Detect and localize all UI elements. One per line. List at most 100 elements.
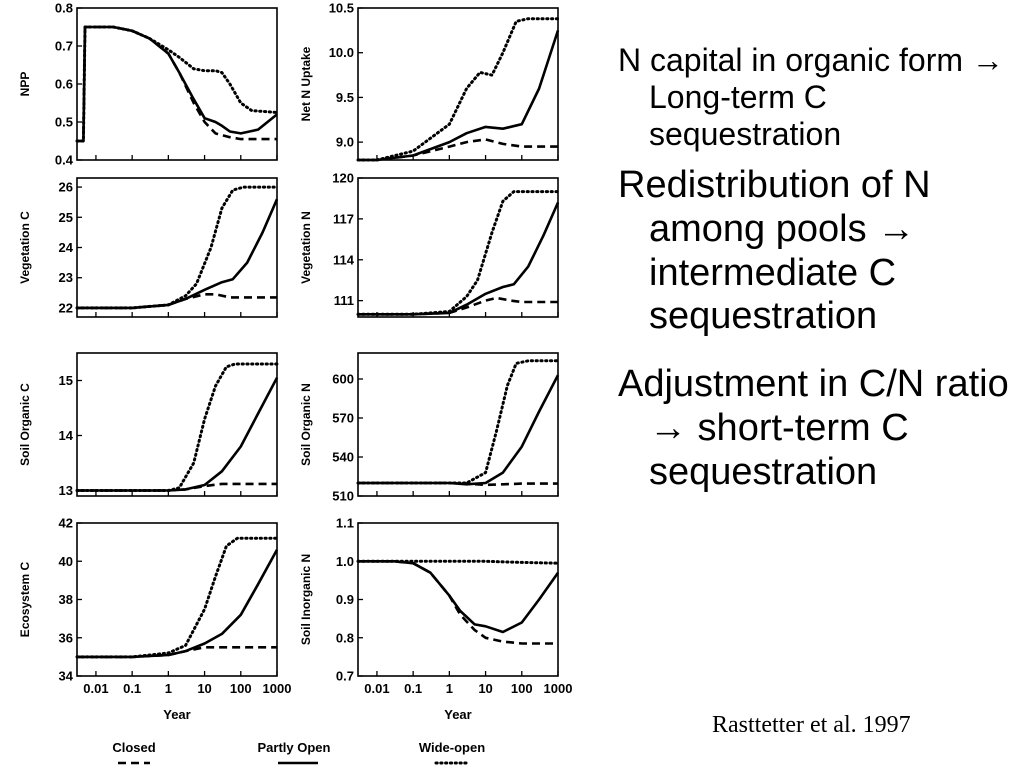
y-axis-label: Soil Organic C — [18, 383, 32, 466]
plot-frame — [76, 7, 278, 161]
y-tick-label: 0.8 — [55, 1, 73, 16]
series-line-dashed — [77, 25, 277, 143]
y-tick-label: 0.9 — [336, 592, 354, 607]
series-line-solid — [77, 25, 278, 143]
series-line-dotted — [75, 25, 279, 143]
y-tick-label: 0.5 — [55, 115, 73, 130]
y-tick-label: 22 — [59, 300, 73, 315]
series-line-dotted — [75, 536, 279, 659]
series-line-dotted — [356, 17, 560, 162]
x-tick-label: 10 — [197, 681, 211, 696]
y-tick-label: 111 — [334, 293, 354, 308]
arrow-icon: → — [649, 406, 687, 449]
x-tick-label: 0.01 — [83, 681, 108, 696]
y-tick-label: 24 — [59, 240, 74, 255]
legend-label: Wide-open — [419, 740, 485, 755]
series-line-solid — [358, 374, 560, 486]
y-tick-label: 9.0 — [336, 135, 354, 150]
y-tick-label: 15 — [59, 373, 73, 388]
series-line-dotted — [356, 559, 560, 565]
arrow-icon: → — [877, 208, 916, 251]
y-tick-label: 117 — [333, 211, 354, 226]
y-axis-label: Soil Inorganic N — [299, 554, 313, 645]
y-tick-label: 25 — [59, 210, 73, 225]
bullet-redistribution: Redistribution of N among pools → interm… — [618, 164, 1013, 339]
arrow-icon: → — [971, 42, 1004, 78]
panel-net-n-uptake: 9.0 9.5 10.0 10.5 Net N Uptake — [299, 1, 560, 162]
y-tick-label: 120 — [332, 171, 354, 186]
y-axis-label: Ecosystem C — [18, 561, 32, 637]
bullet-adjustment: Adjustment in C/N ratio → short-term C s… — [618, 363, 1013, 494]
plot-frame — [357, 7, 559, 161]
plot-frame — [357, 522, 559, 677]
plot-frame — [357, 177, 559, 318]
panel-vegetation-c: 22 23 24 25 26 Vegetation C — [18, 177, 279, 318]
y-tick-label: 10.5 — [329, 1, 354, 16]
y-tick-label: 510 — [332, 489, 354, 504]
y-tick-label: 0.4 — [55, 153, 74, 168]
panel-ecosystem-c: 34 36 38 40 42 Ecosystem C — [18, 516, 279, 684]
bullet-text: Redistribution of N among pools — [618, 164, 931, 251]
y-axis-label: Vegetation N — [299, 211, 313, 284]
legend-entry-solid: Partly Open — [258, 740, 331, 765]
y-tick-label: 1.0 — [336, 554, 354, 569]
y-tick-label: 13 — [59, 483, 73, 498]
series-line-dotted — [356, 359, 560, 485]
series-line-dotted — [356, 190, 560, 316]
y-tick-label: 600 — [332, 372, 354, 387]
x-tick-label: 1 — [165, 681, 172, 696]
panel-npp: 0.4 0.5 0.6 0.7 0.8 NPP — [18, 1, 279, 168]
y-tick-label: 570 — [332, 411, 354, 426]
x-tick-label: 1 — [446, 681, 453, 696]
y-axis-label: Soil Organic N — [299, 383, 313, 466]
series-line-dashed — [358, 296, 558, 316]
legend-label: Closed — [112, 740, 155, 755]
x-tick-label: 0.1 — [123, 681, 141, 696]
bullet-n-capital: N capital in organic form → Long-term C … — [618, 42, 1013, 152]
x-tick-label: 0.01 — [364, 681, 389, 696]
series-line-solid — [77, 198, 279, 310]
y-tick-label: 34 — [59, 669, 74, 684]
y-tick-label: 42 — [59, 516, 73, 531]
series-line-dotted — [75, 362, 279, 492]
x-axis-label: Year — [163, 707, 190, 722]
series-line-solid — [77, 549, 279, 659]
bullet-text: Long-term C sequestration — [649, 78, 842, 152]
legend-label: Partly Open — [258, 740, 331, 755]
y-axis-label: Net N Uptake — [299, 46, 313, 121]
y-tick-label: 36 — [59, 630, 73, 645]
x-axis-label: Year — [444, 707, 471, 722]
y-tick-label: 1.1 — [336, 516, 354, 531]
series-line-dashed — [77, 645, 277, 659]
y-tick-label: 9.5 — [336, 90, 354, 105]
y-tick-label: 40 — [59, 554, 73, 569]
y-tick-label: 38 — [59, 592, 73, 607]
x-tick-label: 0.1 — [404, 681, 422, 696]
plot-frame — [357, 352, 559, 497]
citation: Rasttetter et al. 1997 — [712, 712, 911, 738]
panel-vegetation-n: 111 114 117 120 Vegetation N — [299, 171, 560, 318]
series-line-solid — [358, 201, 560, 316]
series-line-dashed — [358, 559, 558, 645]
series-line-dotted — [75, 185, 279, 310]
plot-frame — [76, 352, 278, 497]
y-tick-label: 0.7 — [336, 669, 354, 684]
y-tick-label: 0.8 — [336, 630, 354, 645]
x-tick-label: 100 — [230, 681, 252, 696]
bullet-list: N capital in organic form → Long-term C … — [618, 42, 1013, 494]
legend-entry-dotted: Wide-open — [419, 740, 485, 765]
x-tick-label: 100 — [511, 681, 533, 696]
x-tick-label: 1000 — [544, 681, 573, 696]
y-tick-label: 14 — [59, 428, 74, 443]
y-tick-label: 26 — [59, 180, 73, 195]
y-tick-label: 114 — [333, 252, 355, 267]
panel-soil-organic-c: 13 14 15 Soil Organic C — [18, 352, 279, 498]
y-tick-label: 540 — [332, 450, 354, 465]
legend-entry-dashed: Closed — [112, 740, 156, 765]
x-tick-label: 10 — [478, 681, 492, 696]
y-axis-label: NPP — [18, 72, 32, 97]
panel-soil-organic-n: 510 540 570 600 Soil Organic N — [299, 352, 560, 504]
series-line-solid — [77, 377, 279, 492]
panel-soil-inorganic-n: 0.7 0.8 0.9 1.0 1.1 Soil Inorganic N — [299, 516, 560, 684]
bullet-text: Adjustment in C/N ratio — [618, 363, 1009, 406]
